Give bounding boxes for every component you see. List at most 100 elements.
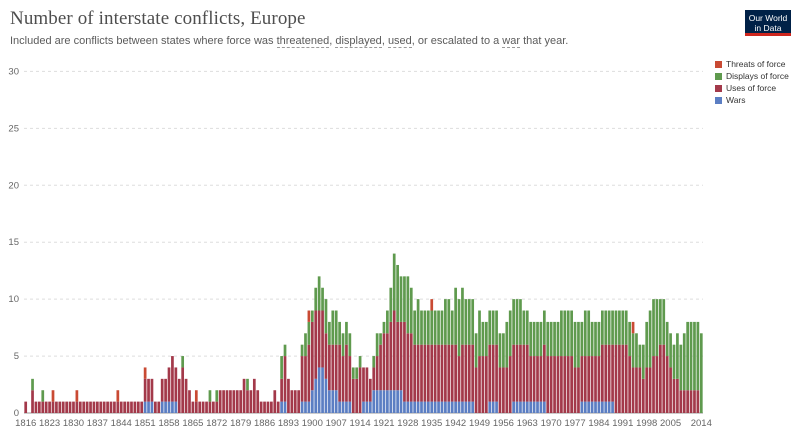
bar-segment xyxy=(409,333,413,402)
bar-segment xyxy=(522,310,526,345)
bar-segment xyxy=(549,356,553,413)
bar-segment xyxy=(648,310,652,368)
bar-segment xyxy=(341,333,345,357)
bar-segment xyxy=(334,390,338,413)
bar-segment xyxy=(246,390,249,413)
bar-segment xyxy=(420,401,423,413)
bar-segment xyxy=(171,401,174,413)
bar-segment xyxy=(662,299,666,345)
bar-segment xyxy=(607,344,611,402)
bar-segment xyxy=(375,333,379,357)
bar-segment xyxy=(566,310,570,357)
bar-segment xyxy=(682,390,686,413)
bar-segment xyxy=(481,356,485,413)
bar-segment xyxy=(508,356,512,413)
x-tick-label: 1886 xyxy=(254,418,275,429)
bar-segment xyxy=(416,344,420,402)
bar-segment xyxy=(48,401,51,413)
legend-item[interactable]: Displays of force xyxy=(715,70,789,82)
bar-segment xyxy=(68,401,72,413)
bar-segment xyxy=(355,378,359,413)
bar-segment xyxy=(317,276,321,311)
bar-segment xyxy=(444,299,447,345)
bar-segment xyxy=(345,401,348,413)
bar-segment xyxy=(614,344,618,413)
bar-segment xyxy=(171,356,174,402)
bar-segment xyxy=(307,321,311,345)
legend-label: Displays of force xyxy=(726,71,789,81)
subtitle-link-threatened[interactable]: threatened xyxy=(276,35,330,48)
bar-segment xyxy=(191,401,195,413)
bar-segment xyxy=(478,356,481,413)
bar-segment xyxy=(563,310,567,357)
bar-segment xyxy=(542,310,546,345)
owid-logo[interactable]: Our World in Data xyxy=(745,10,791,36)
x-tick-label: 1858 xyxy=(158,418,179,429)
bar-segment xyxy=(218,390,222,413)
bar-segment xyxy=(542,344,546,402)
bar-segment xyxy=(406,333,410,402)
bar-segment xyxy=(495,401,498,413)
bar-segment xyxy=(283,344,287,357)
bar-segment xyxy=(126,401,130,413)
bar-segment xyxy=(389,390,393,413)
bar-segment xyxy=(116,390,120,402)
bar-segment xyxy=(464,401,468,413)
bar-segment xyxy=(433,401,437,413)
bar-segment xyxy=(116,401,120,413)
subtitle-link-war[interactable]: war xyxy=(502,35,521,48)
legend-item[interactable]: Wars xyxy=(715,94,789,106)
bar-segment xyxy=(372,367,376,391)
bar-segment xyxy=(212,401,215,413)
bar-segment xyxy=(65,401,69,413)
legend-swatch xyxy=(715,84,722,92)
bar-segment xyxy=(287,378,290,413)
bar-segment xyxy=(75,390,79,402)
bar-segment xyxy=(386,390,389,413)
bar-segment xyxy=(348,356,352,402)
subtitle-link-displayed[interactable]: displayed xyxy=(335,35,382,48)
subtitle-link-used[interactable]: used xyxy=(387,35,412,48)
bar-segment xyxy=(693,390,696,413)
bar-segment xyxy=(365,367,369,402)
bar-segment xyxy=(403,276,406,322)
bar-segment xyxy=(167,367,171,402)
bar-segment xyxy=(348,333,352,357)
bar-segment xyxy=(345,344,348,402)
x-tick-label: 1865 xyxy=(182,418,203,429)
bar-segment xyxy=(259,401,263,413)
bar-segment xyxy=(556,356,560,413)
bar-segment xyxy=(696,390,700,413)
bar-segment xyxy=(488,310,492,345)
bar-segment xyxy=(119,401,123,413)
bar-segment xyxy=(611,310,614,345)
bar-segment xyxy=(474,367,478,413)
bar-segment xyxy=(58,401,62,413)
x-tick-label: 2014 xyxy=(691,418,712,429)
bar-segment xyxy=(525,344,529,402)
bar-segment xyxy=(160,401,164,413)
x-tick-label: 1998 xyxy=(636,418,657,429)
legend-item[interactable]: Threats of force xyxy=(715,58,789,70)
bar-segment xyxy=(580,401,584,413)
bar-segment xyxy=(345,321,348,345)
bar-segment xyxy=(532,356,536,402)
bar-segment xyxy=(433,310,437,345)
x-tick-label: 1844 xyxy=(111,418,132,429)
legend-item[interactable]: Uses of force xyxy=(715,82,789,94)
bar-segment xyxy=(331,344,335,391)
x-tick-label: 1851 xyxy=(135,418,156,429)
bar-segment xyxy=(686,321,690,391)
bar-segment xyxy=(409,401,413,413)
bar-segment xyxy=(638,344,642,368)
x-tick-label: 1984 xyxy=(588,418,609,429)
bar-segment xyxy=(372,356,376,368)
bar-segment xyxy=(515,299,519,345)
bar-segment xyxy=(331,310,335,345)
bar-segment xyxy=(283,356,287,402)
bar-segment xyxy=(474,333,478,368)
bar-segment xyxy=(304,356,307,402)
bar-segment xyxy=(188,390,191,413)
bar-segment xyxy=(484,321,488,357)
legend-swatch xyxy=(715,72,722,80)
